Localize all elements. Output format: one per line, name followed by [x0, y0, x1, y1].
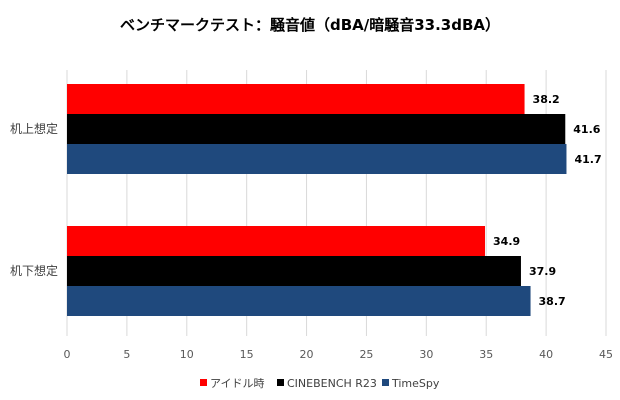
x-tick-label: 35	[479, 348, 493, 361]
data-label: 38.2	[533, 93, 560, 106]
chart-title: ベンチマークテスト：騒音値（dBA/暗騒音33.3dBA）	[120, 16, 500, 34]
legend-swatch	[200, 379, 207, 386]
legend-swatch	[277, 379, 284, 386]
data-label: 34.9	[493, 235, 520, 248]
bar	[67, 226, 486, 256]
category-label: 机下想定	[10, 263, 58, 278]
data-label: 41.6	[573, 123, 600, 136]
bar	[67, 84, 525, 114]
data-labels: 38.2 41.6 41.7 34.9 37.9 38.7	[493, 93, 602, 308]
legend: アイドル時 CINEBENCH R23 TimeSpy	[200, 377, 440, 390]
x-tick-label: 45	[599, 348, 613, 361]
x-tick-label: 40	[539, 348, 553, 361]
bars	[67, 84, 567, 316]
x-tick-label: 25	[359, 348, 373, 361]
data-label: 38.7	[539, 295, 566, 308]
legend-label: CINEBENCH R23	[287, 377, 377, 390]
legend-label: TimeSpy	[391, 377, 440, 390]
legend-swatch	[382, 379, 389, 386]
bar	[67, 286, 531, 316]
bar	[67, 144, 567, 174]
x-tick-label: 15	[240, 348, 254, 361]
category-label: 机上想定	[10, 121, 58, 136]
legend-label: アイドル時	[210, 377, 264, 390]
bar	[67, 256, 521, 286]
x-axis-ticks: 0 5 10 15 20 25 30 35 40 45	[64, 348, 614, 361]
x-tick-label: 20	[300, 348, 314, 361]
data-label: 37.9	[529, 265, 556, 278]
x-tick-label: 10	[180, 348, 194, 361]
x-tick-label: 5	[123, 348, 130, 361]
bar	[67, 114, 566, 144]
data-label: 41.7	[574, 153, 601, 166]
x-tick-label: 30	[419, 348, 433, 361]
x-tick-label: 0	[64, 348, 71, 361]
